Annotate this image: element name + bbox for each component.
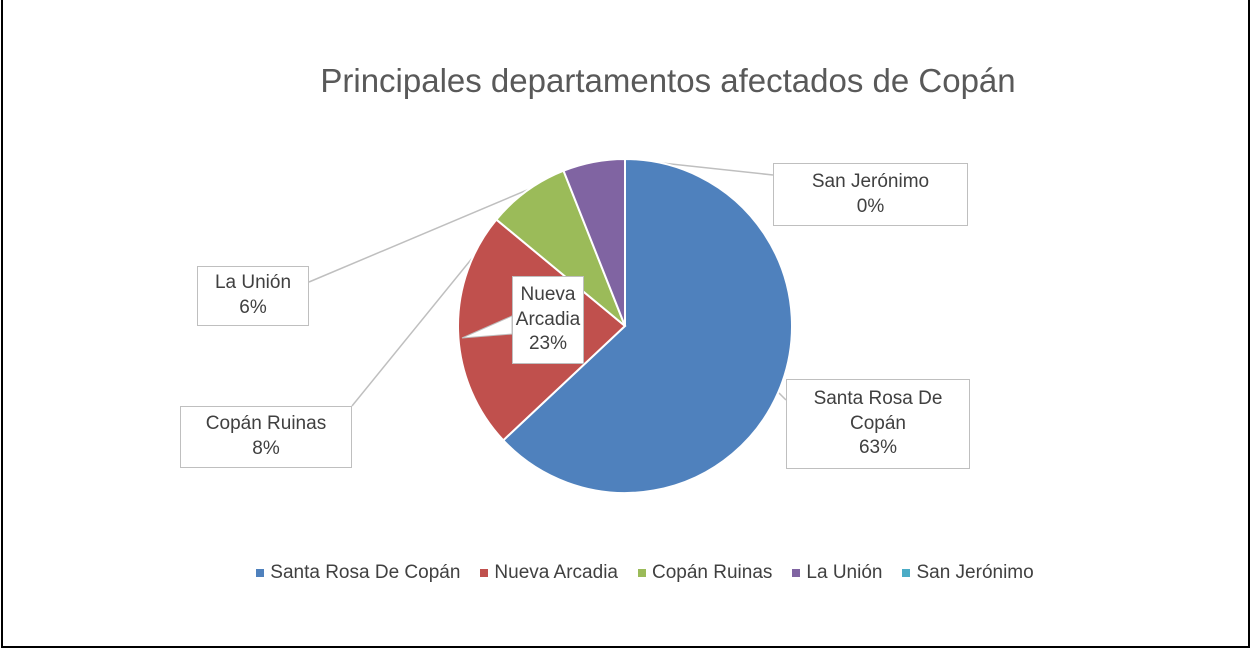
pie-slice [501, 157, 793, 494]
data-label-name: La Unión [214, 272, 292, 294]
data-label-name: Copán Ruinas [205, 413, 327, 435]
legend-label: La Unión [806, 562, 883, 583]
legend-swatch [256, 569, 265, 577]
legend-label: Santa Rosa De Copán [270, 562, 461, 583]
legend-label: Copán Ruinas [651, 562, 773, 583]
data-label-value: 0% [856, 195, 885, 217]
legend-item: San Jerónimo [902, 562, 1034, 584]
legend-swatch [902, 569, 911, 577]
legend-swatch [637, 569, 646, 577]
legend-item: Copán Ruinas [637, 562, 773, 584]
legend: Santa Rosa De Copán Nueva Arcadia Copán Ru… [0, 562, 1252, 584]
data-label-name: San Jerónimo [811, 170, 930, 192]
legend-swatch [480, 569, 489, 577]
data-label-name: Santa Rosa De Copán [813, 387, 943, 434]
data-label-name: Nueva Arcadia [515, 283, 581, 330]
legend-label: Nueva Arcadia [494, 562, 618, 583]
data-label: San Jerónimo 0% [773, 163, 968, 226]
data-label-value: 63% [858, 437, 898, 459]
legend-item: Santa Rosa De Copán [256, 562, 460, 584]
data-label: Nueva Arcadia 23% [512, 276, 584, 364]
legend-item: Nueva Arcadia [480, 562, 618, 584]
data-label-value: 6% [239, 297, 267, 318]
data-label: La Unión 6% [197, 266, 309, 326]
data-label: Copán Ruinas 8% [180, 406, 352, 468]
legend-swatch [792, 569, 801, 577]
data-label-value: 23% [528, 333, 568, 355]
data-label-value: 8% [252, 438, 280, 459]
leader-line [777, 391, 787, 401]
data-label: Santa Rosa De Copán 63% [786, 379, 970, 469]
legend-item: La Unión [792, 562, 882, 584]
chart-title: Principales departamentos afectados de C… [320, 62, 1016, 99]
legend-label: San Jerónimo [916, 562, 1034, 583]
